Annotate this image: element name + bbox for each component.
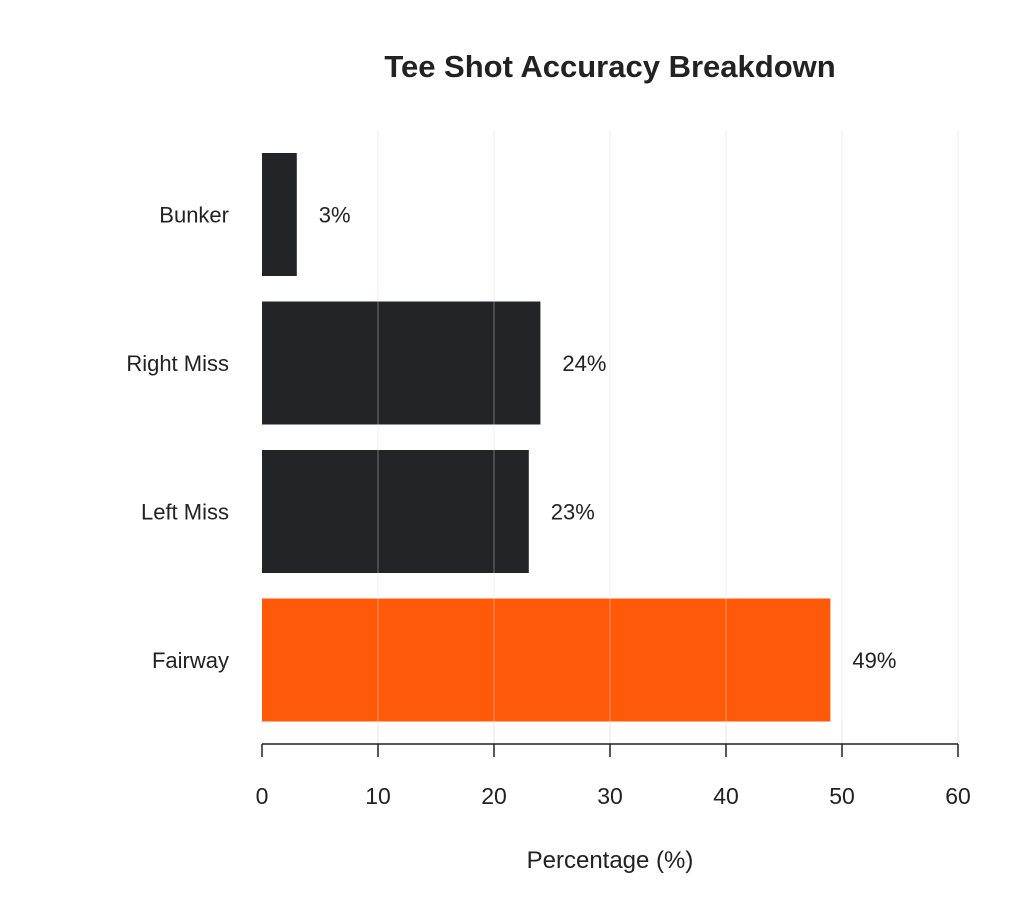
x-tick-label: 10 — [365, 783, 391, 809]
category-label: Bunker — [159, 203, 229, 228]
data-label: 23% — [551, 500, 595, 525]
x-axis: 0 10 20 30 40 50 60 — [256, 743, 971, 809]
category-label: Left Miss — [141, 500, 229, 525]
bar-left-miss — [262, 450, 529, 573]
x-tick-label: 60 — [945, 783, 971, 809]
bar-right-miss — [262, 301, 541, 425]
bar-fairway — [262, 598, 831, 722]
x-tick-label: 50 — [829, 783, 855, 809]
x-tick-label: 40 — [713, 783, 739, 809]
data-label: 24% — [562, 351, 606, 376]
x-tick-label: 20 — [481, 783, 507, 809]
labels: Fairway 49% Left Miss 23% Right Miss 24% Bunke… — [126, 203, 896, 674]
data-label: 3% — [319, 203, 351, 228]
x-tick-label: 30 — [597, 783, 623, 809]
bars — [262, 153, 831, 722]
grid-overlay — [377, 130, 959, 722]
bar-bunker — [262, 153, 297, 276]
data-label: 49% — [852, 648, 896, 673]
chart-title: Tee Shot Accuracy Breakdown — [384, 49, 835, 84]
x-axis-label: Percentage (%) — [527, 847, 694, 874]
category-label: Fairway — [152, 648, 229, 673]
category-label: Right Miss — [126, 351, 229, 376]
x-tick-label: 0 — [256, 783, 269, 809]
